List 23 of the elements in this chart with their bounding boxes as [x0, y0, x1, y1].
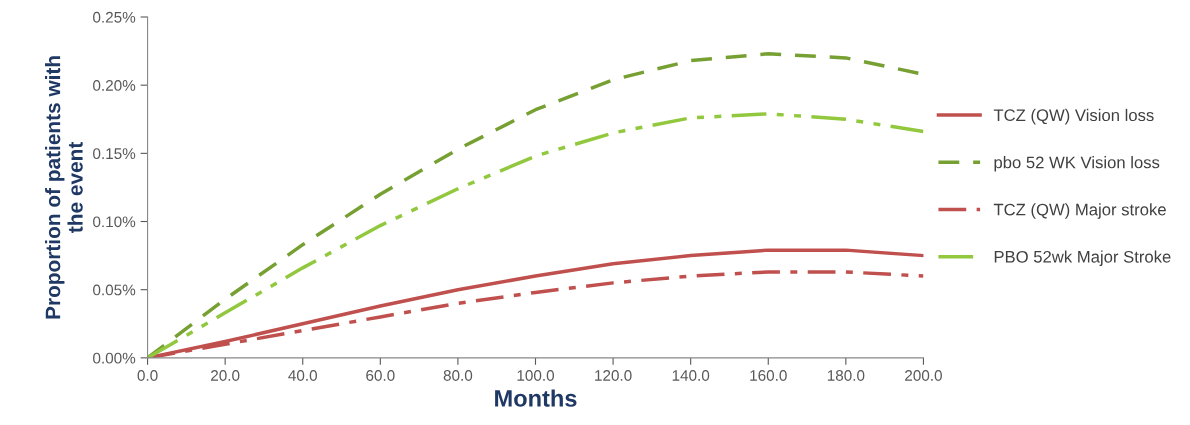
x-tick-label: 60.0 [366, 370, 395, 381]
y-tick-label: 0.25% [93, 11, 136, 23]
legend-label: TCZ (QW) Major stroke [993, 203, 1166, 219]
legend-label: TCZ (QW) Vision loss [993, 108, 1154, 125]
y-tick-label: 0.20% [93, 80, 136, 91]
x-tick-label: 0.0 [137, 370, 158, 381]
x-tick-label: 100.0 [517, 370, 555, 381]
x-tick-label: 160.0 [750, 370, 787, 381]
x-tick-label: 180.0 [827, 370, 865, 381]
y-axis-title: Proportion of patients with the event [45, 56, 83, 319]
x-tick-label: 120.0 [595, 370, 632, 381]
x-tick-label: 20.0 [211, 370, 240, 381]
legend-label: pbo 52 WK Vision loss [994, 156, 1160, 172]
y-tick-label: 0.00% [93, 352, 136, 364]
x-axis-title: Months [495, 389, 577, 407]
x-tick-label: 80.0 [443, 370, 473, 381]
y-tick-label: 0.15% [93, 148, 136, 160]
x-tick-label: 40.0 [288, 370, 318, 381]
x-tick-label: 140.0 [672, 370, 710, 381]
y-tick-label: 0.10% [93, 216, 136, 228]
legend-label: PBO 52wk Major Stroke [994, 250, 1171, 266]
x-tick-label: 200.0 [905, 370, 942, 381]
y-tick-label: 0.05% [93, 284, 136, 296]
